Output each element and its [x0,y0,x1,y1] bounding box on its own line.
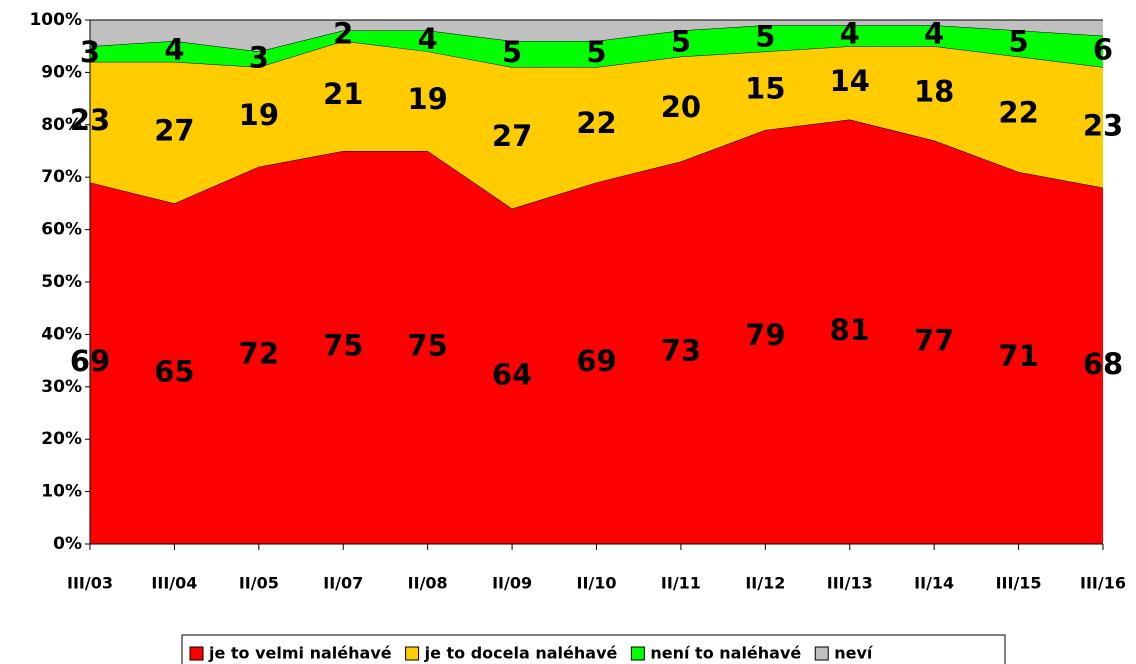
data-label: 73 [661,334,701,368]
data-label: 5 [1008,25,1028,59]
legend-label: je to docela naléhavé [424,644,618,663]
data-label: 3 [249,40,269,74]
y-tick-label: 80% [41,115,82,135]
data-label: 20 [661,90,701,124]
legend-swatch [405,646,420,661]
x-tick-label: II/09 [492,574,532,593]
legend-swatch [814,646,829,661]
data-label: 81 [830,313,870,347]
data-label: 4 [418,22,438,56]
x-tick-label: III/13 [827,574,873,593]
data-label: 27 [154,114,194,148]
area [90,40,1103,209]
data-label: 5 [755,19,775,53]
area [90,119,1103,544]
data-label: 2 [333,17,353,51]
y-tick-label: 20% [41,429,82,449]
data-label: 6 [1093,32,1113,66]
data-label: 21 [323,77,363,111]
x-tick-label: III/16 [1080,574,1126,593]
data-label: 68 [1083,347,1123,381]
data-label: 19 [407,82,447,116]
x-tick-label: II/11 [661,574,701,593]
y-tick-label: 30% [41,377,82,397]
data-label: 27 [492,119,532,153]
x-tick-label: II/12 [745,574,785,593]
data-label: 77 [914,323,954,357]
data-label: 75 [407,329,447,363]
data-label: 75 [323,329,363,363]
legend-swatch [630,646,645,661]
legend-label: neví [834,644,874,663]
y-tick-label: 60% [41,220,82,240]
data-label: 22 [576,106,616,140]
y-tick-label: 0% [53,534,82,554]
y-tick-label: 40% [41,324,82,344]
data-label: 5 [586,35,606,69]
data-label: 4 [840,17,860,51]
y-tick-label: 70% [41,167,82,187]
data-label: 5 [502,35,522,69]
data-label: 14 [830,64,870,98]
data-label: 5 [671,25,691,59]
data-label: 19 [239,98,279,132]
legend-swatch [189,646,204,661]
x-tick-label: II/08 [408,574,448,593]
x-tick-label: III/15 [996,574,1042,593]
data-label: 71 [998,339,1038,373]
x-tick-label: II/10 [576,574,616,593]
area [90,20,1103,52]
legend-label: není to naléhavé [650,644,801,663]
y-tick-label: 50% [41,272,82,292]
x-tick-label: II/07 [323,574,363,593]
x-tick-label: II/05 [239,574,279,593]
data-label: 15 [745,72,785,106]
y-tick-label: 90% [41,62,82,82]
y-tick-label: 100% [29,10,82,30]
legend-label: je to velmi naléhavé [208,644,392,663]
data-label: 22 [998,95,1038,129]
x-tick-label: II/14 [914,574,954,593]
area [90,25,1103,68]
legend-box [181,634,1006,664]
data-label: 4 [924,17,944,51]
data-label: 64 [492,357,532,391]
data-label: 69 [576,344,616,378]
data-label: 79 [745,318,785,352]
data-label: 72 [239,336,279,370]
x-tick-label: III/03 [67,574,113,593]
y-tick-label: 10% [41,482,82,502]
data-label: 23 [1083,108,1123,142]
x-tick-label: III/04 [151,574,197,593]
data-label: 4 [164,32,184,66]
data-label: 65 [154,355,194,389]
data-label: 18 [914,74,954,108]
